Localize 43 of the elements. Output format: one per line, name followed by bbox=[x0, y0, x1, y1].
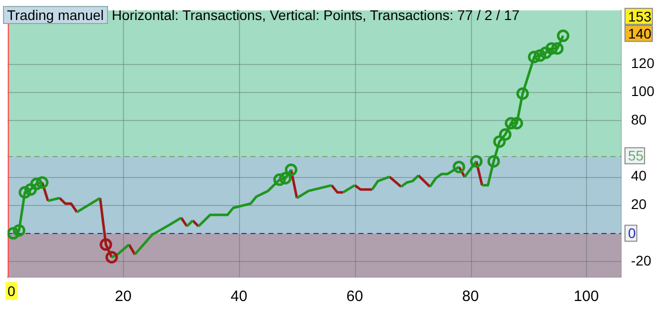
y-tick-label: 20 bbox=[631, 196, 647, 212]
x-tick-label: 20 bbox=[114, 288, 132, 306]
point bbox=[452, 160, 466, 174]
point bbox=[105, 251, 118, 264]
point bbox=[273, 173, 286, 186]
point bbox=[528, 50, 540, 64]
point bbox=[8, 227, 20, 240]
point bbox=[279, 172, 292, 185]
point bbox=[284, 164, 298, 176]
point bbox=[540, 46, 552, 59]
y-tick-label: 40 bbox=[631, 168, 647, 184]
point bbox=[100, 238, 112, 251]
point bbox=[516, 87, 529, 100]
text: 153 bbox=[628, 8, 652, 24]
point bbox=[504, 116, 518, 130]
y-tick-label: -20 bbox=[631, 252, 652, 268]
point bbox=[545, 42, 558, 55]
point bbox=[493, 135, 506, 148]
point bbox=[498, 128, 512, 141]
x-tick-label: 40 bbox=[230, 288, 248, 306]
point bbox=[12, 224, 26, 237]
point bbox=[534, 49, 546, 62]
ref-line-label: 55 bbox=[628, 148, 644, 164]
point bbox=[551, 42, 564, 55]
ref-line-label: 0 bbox=[8, 282, 16, 299]
y-tick-label: 100 bbox=[631, 83, 655, 100]
point bbox=[510, 116, 524, 130]
chart-subtitle: Horizontal: Transactions, Vertical: Points, Transactions: 77 / 2 / 17 bbox=[112, 7, 520, 23]
point bbox=[470, 155, 483, 168]
y-tick-label: 80 bbox=[631, 111, 647, 128]
point bbox=[30, 178, 43, 190]
x-tick-label: 60 bbox=[346, 288, 364, 306]
point bbox=[18, 186, 32, 199]
chart-title: Trading manuel bbox=[3, 6, 108, 24]
ref-line-label: 0 bbox=[628, 225, 636, 242]
point bbox=[36, 176, 48, 189]
y-tick-label: 120 bbox=[631, 54, 655, 71]
point bbox=[487, 155, 500, 168]
x-tick-label: 80 bbox=[462, 288, 479, 306]
point bbox=[24, 183, 37, 196]
point bbox=[556, 30, 570, 42]
text: 140 bbox=[628, 25, 652, 42]
x-tick-label: 100 bbox=[574, 288, 599, 306]
